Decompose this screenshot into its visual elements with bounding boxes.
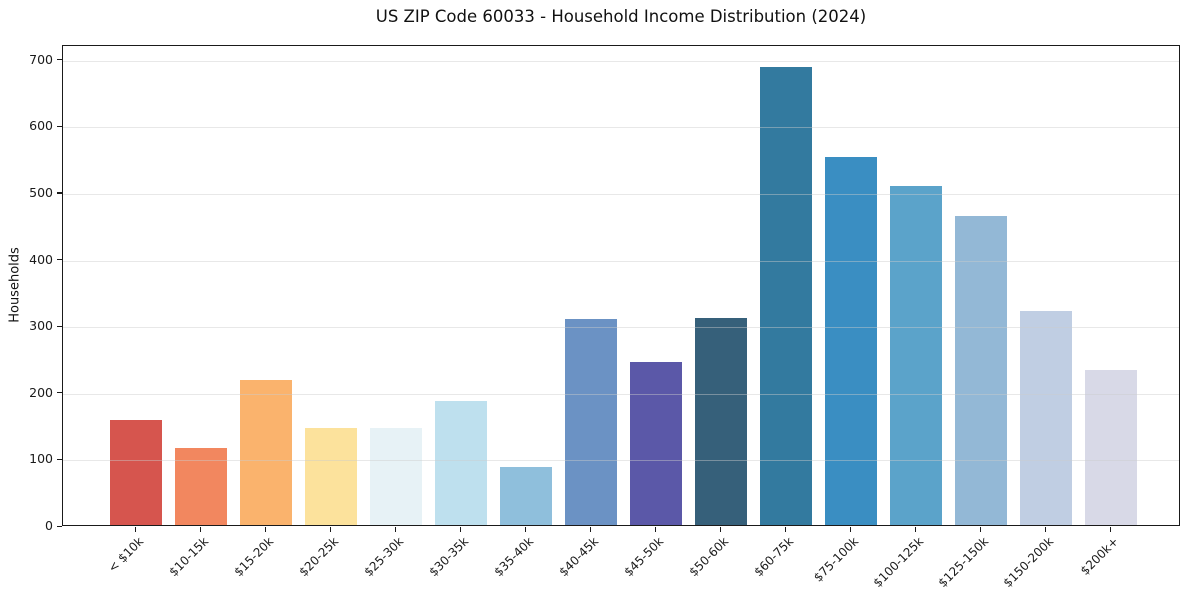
y-tick-mark-0 [57, 525, 62, 527]
gridline-y-400 [63, 260, 1179, 262]
bar-10-15k [175, 447, 227, 525]
x-tick-mark-6 [524, 527, 526, 532]
y-tick-mark-500 [57, 192, 62, 194]
y-tick-label-200: 200 [29, 384, 53, 400]
x-tick-mark-8 [654, 527, 656, 532]
gridline-y-100 [63, 460, 1179, 462]
gridline-y-300 [63, 327, 1179, 329]
bar-125-150k [955, 215, 1007, 525]
plot-area [62, 45, 1180, 526]
x-tick-mark-7 [589, 527, 591, 532]
x-tick-mark-2 [264, 527, 266, 532]
y-tick-label-600: 600 [29, 118, 53, 134]
x-tick-mark-5 [459, 527, 461, 532]
bar-100-125k [890, 185, 942, 525]
bar-45-50k [630, 362, 682, 525]
x-tick-mark-4 [394, 527, 396, 532]
y-tick-mark-600 [57, 125, 62, 127]
y-tick-mark-200 [57, 392, 62, 394]
gridline-y-600 [63, 127, 1179, 129]
y-tick-mark-700 [57, 59, 62, 61]
bar-15-20k [240, 380, 292, 525]
chart-title: US ZIP Code 60033 - Household Income Dis… [375, 7, 867, 26]
x-tick-mark-15 [1109, 527, 1111, 532]
y-tick-mark-100 [57, 458, 62, 461]
y-tick-label-300: 300 [29, 318, 53, 334]
y-tick-label-500: 500 [29, 184, 53, 200]
x-tick-mark-10 [784, 527, 786, 532]
grid-layer [63, 46, 1179, 525]
y-tick-label-0: 0 [45, 518, 53, 533]
bar-30-35k [435, 401, 487, 525]
y-tick-label-100: 100 [29, 451, 53, 467]
y-tick-mark-400 [57, 259, 62, 261]
bar-200k [1085, 369, 1137, 525]
y-tick-label-400: 400 [29, 251, 53, 267]
bar-50-60k [695, 318, 747, 525]
x-tick-mark-1 [199, 527, 201, 532]
x-tick-mark-12 [914, 527, 916, 532]
bar-150-200k [1020, 311, 1072, 525]
y-tick-label-700: 700 [29, 51, 53, 67]
bar-40-45k [565, 319, 617, 525]
gridline-y-500 [63, 193, 1179, 195]
y-tick-mark-300 [57, 325, 62, 327]
x-tick-mark-14 [1044, 527, 1046, 532]
x-tick-mark-0 [134, 527, 136, 532]
gridline-y-700 [63, 60, 1179, 62]
bar-10k [110, 419, 162, 525]
bar-20-25k [305, 428, 357, 525]
x-tick-mark-13 [979, 527, 981, 532]
x-tick-label-0: < $10k [105, 534, 147, 576]
gridline-y-200 [63, 393, 1179, 395]
bar-35-40k [500, 467, 552, 525]
x-tick-mark-11 [849, 527, 851, 532]
bar-25-30k [370, 427, 422, 525]
bar-75-100k [825, 156, 877, 525]
bars-layer [63, 46, 1179, 525]
bar-60-75k [760, 66, 812, 525]
x-tick-mark-3 [329, 527, 331, 532]
x-tick-mark-9 [719, 527, 721, 532]
